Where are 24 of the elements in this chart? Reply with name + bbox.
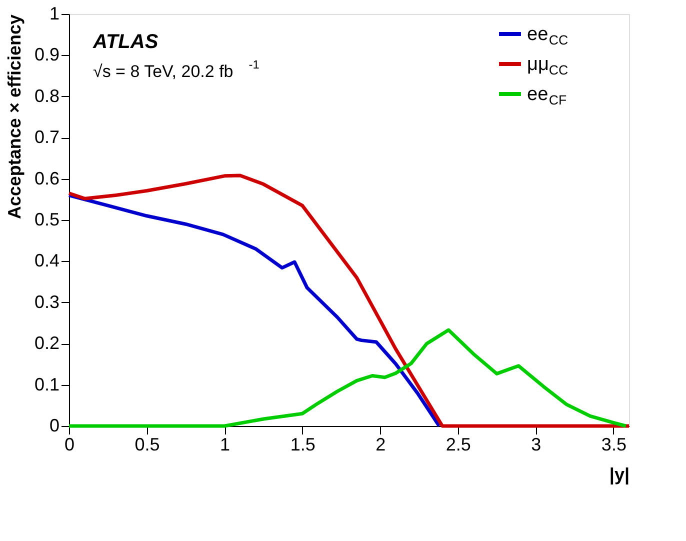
- y-tick-label: 0.3: [34, 292, 60, 312]
- x-tick-label: 1: [220, 434, 230, 454]
- y-tick-label: 0.9: [34, 44, 60, 65]
- line-series: [67, 194, 441, 428]
- y-tick-label: 0.6: [34, 168, 60, 188]
- annotation: ATLAS: [92, 31, 159, 53]
- y-tick-label: 0.5: [34, 210, 60, 230]
- y-tick-label: 0.7: [34, 127, 60, 148]
- x-tick-label: 2.5: [446, 434, 471, 454]
- annotation: √s = 8 TeV, 20.2 fb-1: [93, 57, 260, 81]
- y-tick-label: 0.8: [34, 86, 60, 106]
- x-tick-label: 3.5: [601, 434, 626, 454]
- x-tick-label: 0: [64, 434, 75, 454]
- y-tick-label: 0: [49, 416, 60, 436]
- x-tick-label: 2: [376, 434, 386, 454]
- x-tick-label: 1.5: [290, 434, 316, 454]
- y-axis-title: Acceptance × efficiency: [4, 14, 24, 220]
- x-tick-label: 3: [531, 434, 542, 454]
- y-tick-label: 0.4: [34, 250, 60, 271]
- y-tick-label: 0.2: [34, 333, 60, 354]
- x-tick-label: 0.5: [134, 434, 160, 454]
- x-axis-title: |y|: [609, 464, 630, 484]
- y-tick-label: 0.1: [34, 374, 60, 394]
- y-tick-label: 1: [49, 4, 60, 24]
